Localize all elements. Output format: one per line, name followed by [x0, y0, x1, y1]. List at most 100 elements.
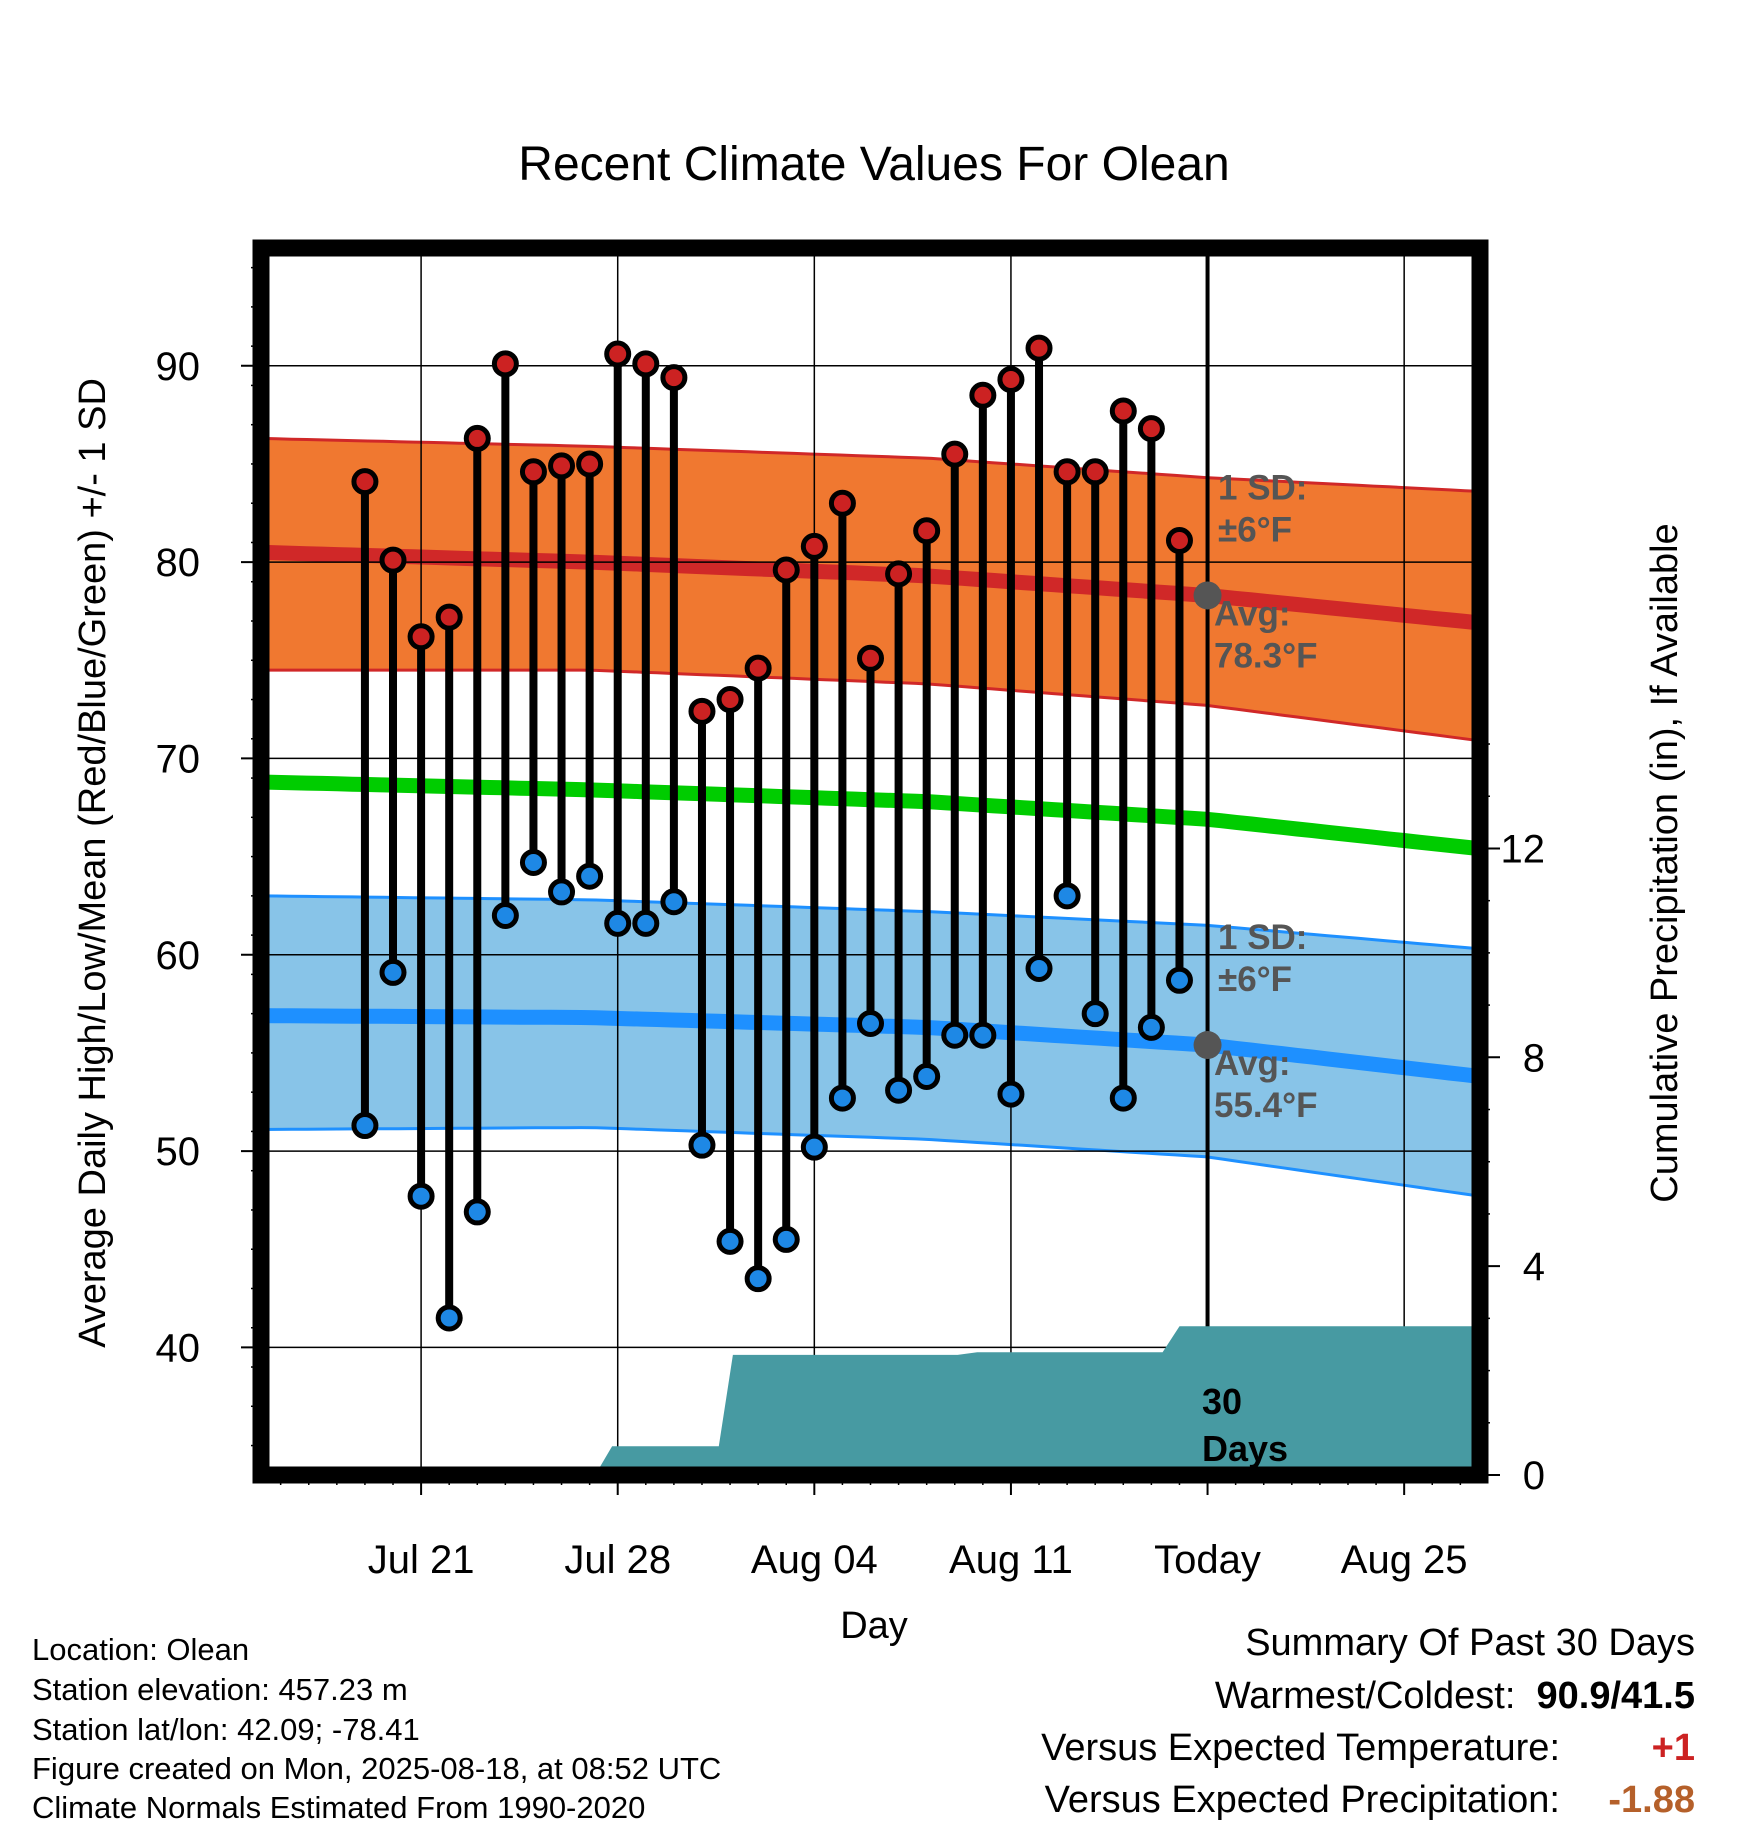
latlon-text: Station lat/lon: 42.09; -78.41 — [32, 1712, 420, 1747]
precip-anomaly-value: -1.88 — [1608, 1779, 1695, 1821]
obs-high-point — [857, 644, 884, 672]
y-tick-label: 80 — [156, 541, 201, 585]
x-tick-label: Jul 28 — [564, 1538, 671, 1582]
x-axis-label: Day — [840, 1605, 908, 1647]
obs-high-point — [800, 532, 828, 560]
precip-anomaly-row: Versus Expected Precipitation: -1.88 — [1045, 1779, 1695, 1822]
obs-low-point — [660, 888, 688, 916]
high-sd-band-upper-edge — [260, 436, 1481, 493]
obs-high-point — [969, 381, 997, 409]
x-tick-label: Jul 21 — [368, 1538, 475, 1582]
y-tick-label: 60 — [156, 934, 201, 978]
temp-anomaly-row: Versus Expected Temperature: +1 — [1041, 1727, 1695, 1770]
sd-label: 1 SD: — [1218, 468, 1307, 507]
obs-low-point — [435, 1304, 463, 1332]
obs-low-point — [1109, 1084, 1137, 1112]
low-sd-band-lower-edge — [260, 1126, 1481, 1198]
obs-low-point — [1165, 966, 1193, 994]
obs-low-point — [885, 1076, 913, 1104]
warmest-coldest-row: Warmest/Coldest: 90.9/41.5 — [1215, 1675, 1695, 1718]
obs-low-point — [772, 1225, 800, 1253]
obs-low-point — [969, 1021, 997, 1049]
y-tick-label: 50 — [156, 1130, 201, 1174]
avg-label: Avg: — [1214, 1044, 1290, 1083]
obs-high-point — [772, 556, 800, 584]
precipitation-area: 30 Days — [261, 1326, 1480, 1475]
obs-high-point — [379, 546, 407, 574]
obs-low-point — [800, 1133, 828, 1161]
x-tick-label: Aug 11 — [949, 1538, 1073, 1582]
obs-low-point — [463, 1198, 491, 1226]
obs-high-point — [1137, 415, 1165, 443]
sd-value: ±6°F — [1218, 960, 1292, 999]
obs-low-point — [576, 862, 604, 890]
obs-high-point — [744, 654, 772, 682]
obs-high-point — [1165, 527, 1193, 555]
sd-label: 1 SD: — [1218, 918, 1307, 957]
sd-value: ±6°F — [1218, 510, 1292, 549]
temp-anomaly-value: +1 — [1651, 1727, 1695, 1769]
obs-high-point — [1081, 458, 1109, 486]
obs-low-point — [941, 1021, 969, 1049]
normals-period-text: Climate Normals Estimated From 1990-2020 — [32, 1790, 646, 1825]
days-label-number: 30 — [1202, 1381, 1242, 1422]
obs-high-point — [435, 603, 463, 631]
obs-high-point — [407, 623, 435, 651]
obs-low-point — [1137, 1013, 1165, 1041]
obs-high-point — [688, 697, 716, 725]
obs-low-point — [379, 958, 407, 986]
obs-high-point — [351, 468, 379, 496]
today-avg-marker — [1193, 581, 1222, 610]
obs-low-point — [491, 901, 519, 929]
obs-low-point — [716, 1227, 744, 1255]
axes: 40 50 60 70 80 90 0 4 8 12 Jul 21 Jul 28 Aug 04 Aug 1… — [156, 239, 1546, 1582]
y2-tick-label: 0 — [1523, 1454, 1545, 1498]
obs-high-point — [1053, 458, 1081, 486]
obs-low-point — [857, 1009, 884, 1037]
created-text: Figure created on Mon, 2025-08-18, at 08… — [32, 1751, 722, 1786]
normal-high-line — [260, 544, 1481, 631]
obs-low-point — [548, 878, 576, 906]
obs-high-point — [1025, 334, 1053, 362]
obs-low-point — [828, 1084, 856, 1112]
today-avg-marker — [1193, 1031, 1222, 1060]
avg-label: Avg: — [1214, 594, 1290, 633]
y-tick-label: 90 — [156, 345, 201, 389]
obs-low-point — [632, 909, 660, 937]
obs-high-point — [576, 450, 604, 478]
obs-high-point — [632, 350, 660, 378]
obs-low-point — [1081, 1000, 1109, 1028]
x-tick-label: Aug 25 — [1341, 1538, 1468, 1582]
high-sd-band — [261, 438, 1480, 741]
obs-high-point — [941, 440, 969, 468]
obs-high-point — [463, 424, 491, 452]
precip-cumulative-area — [261, 1326, 1480, 1475]
summary-title: Summary Of Past 30 Days — [1245, 1622, 1695, 1664]
elevation-text: Station elevation: 457.23 m — [32, 1672, 408, 1707]
chart-title: Recent Climate Values For Olean — [518, 138, 1229, 191]
obs-low-point — [913, 1062, 941, 1090]
obs-low-point — [604, 909, 632, 937]
obs-high-point — [997, 366, 1025, 394]
obs-high-point — [913, 517, 941, 545]
y-tick-label: 40 — [156, 1326, 201, 1370]
obs-low-point — [1025, 954, 1053, 982]
x-tick-label: Today — [1154, 1538, 1261, 1582]
obs-low-point — [688, 1131, 716, 1159]
obs-low-point — [997, 1080, 1025, 1108]
y2-tick-label: 12 — [1501, 827, 1546, 871]
y2-axis-label: Cumulative Precipitation (in), If Availa… — [1644, 523, 1686, 1202]
obs-high-point — [548, 452, 576, 480]
precip-anomaly-label: Versus Expected Precipitation: — [1044, 1779, 1560, 1821]
obs-high-point — [491, 350, 519, 378]
obs-low-point — [1053, 882, 1081, 910]
temp-anomaly-label: Versus Expected Temperature: — [1041, 1727, 1560, 1769]
y-tick-label: 70 — [156, 737, 201, 781]
obs-high-point — [660, 364, 688, 392]
obs-high-point — [1109, 397, 1137, 425]
avg-value: 55.4°F — [1214, 1086, 1318, 1125]
location-text: Location: Olean — [32, 1632, 250, 1667]
avg-value: 78.3°F — [1214, 636, 1318, 675]
